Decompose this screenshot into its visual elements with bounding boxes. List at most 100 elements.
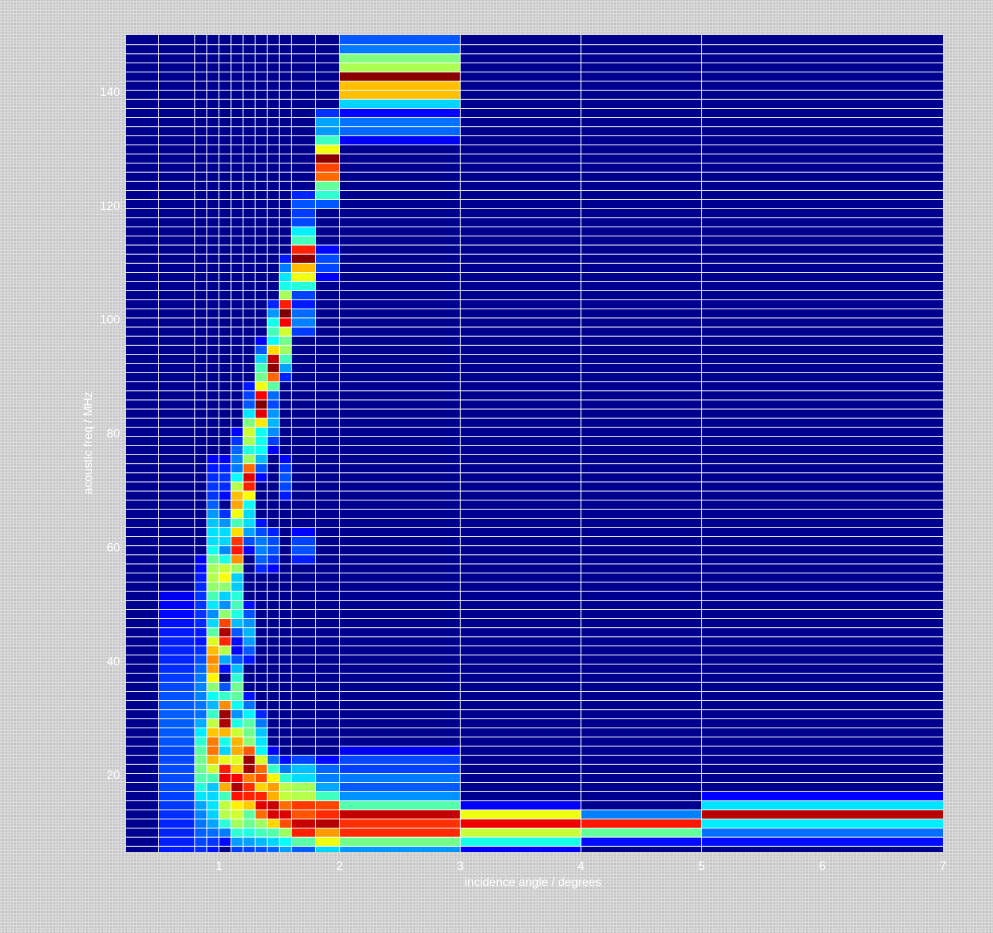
heatmap-cell	[230, 627, 244, 637]
heatmap-cell	[315, 144, 340, 154]
heatmap-cell	[339, 126, 461, 136]
heatmap-cell	[206, 645, 219, 656]
heatmap-cell	[158, 800, 195, 810]
heatmap-cell	[291, 235, 316, 246]
heatmap-cell	[339, 44, 461, 54]
heatmap-cell	[315, 272, 340, 282]
heatmap-cell	[218, 791, 231, 801]
heatmap-cell	[315, 117, 340, 127]
heatmap-cell	[339, 90, 461, 100]
heatmap-cell	[315, 245, 340, 255]
heatmap-cell	[255, 518, 268, 528]
heatmap-cell	[315, 755, 340, 765]
heatmap-cell	[243, 800, 256, 810]
heatmap-cell	[255, 846, 268, 852]
heatmap-cell	[243, 509, 256, 519]
heatmap-cell	[158, 809, 195, 819]
heatmap-cell	[315, 809, 340, 819]
heatmap-cell	[194, 554, 207, 564]
heatmap-cell	[255, 427, 268, 437]
heatmap-cell	[158, 609, 195, 619]
heatmap-cell	[206, 846, 219, 852]
heatmap-cell	[230, 600, 244, 610]
heatmap-cell	[267, 381, 280, 391]
heatmap-cell	[339, 800, 461, 810]
heatmap-cell	[158, 682, 195, 692]
grid-lines	[126, 35, 943, 852]
heatmap-cell	[255, 545, 268, 555]
heatmap-cell	[194, 655, 207, 665]
heatmap-cell	[460, 846, 581, 852]
heatmap-cell	[279, 791, 292, 801]
heatmap-cell	[255, 345, 268, 355]
heatmap-cell	[315, 190, 340, 200]
heatmap-cell	[218, 727, 231, 737]
heatmap-cell	[243, 718, 256, 728]
heatmap-cell	[194, 709, 207, 719]
heatmap-cell	[243, 791, 256, 801]
heatmap-cell	[218, 609, 231, 619]
heatmap-cell	[315, 800, 340, 810]
heatmap-cell	[339, 135, 461, 145]
heatmap-cell	[194, 673, 207, 683]
heatmap-cell	[291, 317, 316, 328]
heatmap-cell	[291, 308, 316, 318]
heatmap-cell	[255, 755, 268, 765]
heatmap-cell	[291, 263, 316, 273]
heatmap-cell	[206, 764, 219, 774]
heatmap-cell	[230, 782, 244, 792]
heatmap-cell	[218, 481, 231, 492]
heatmap-cell	[230, 536, 244, 546]
y-tick-label: 40	[107, 654, 121, 668]
heatmap-cell	[206, 727, 219, 737]
heatmap-cell	[279, 800, 292, 810]
heatmap-cell	[267, 390, 280, 400]
heatmap-cell	[194, 736, 207, 747]
heatmap-cell	[243, 700, 256, 710]
heatmap-cell	[194, 727, 207, 737]
heatmap-cell	[206, 791, 219, 801]
heatmap-cell	[230, 582, 244, 592]
heatmap-cell	[194, 563, 207, 574]
heatmap-cell	[194, 700, 207, 710]
heatmap-cell	[279, 472, 292, 482]
heatmap-cell	[194, 664, 207, 674]
heatmap-cell	[267, 445, 280, 455]
heatmap-cell	[339, 53, 461, 63]
heatmap-cell	[243, 782, 256, 792]
heatmap-cell	[194, 591, 207, 601]
heatmap-cell	[339, 791, 461, 801]
heatmap-cell	[230, 491, 244, 501]
heatmap-cell	[315, 126, 340, 136]
heatmap-cell	[206, 454, 219, 464]
heatmap-cell	[230, 463, 244, 473]
heatmap-cell	[267, 800, 280, 810]
heatmap-cell	[255, 718, 268, 728]
heatmap-cell	[339, 35, 461, 45]
x-tick-label: 7	[940, 859, 947, 873]
heatmap-cell	[279, 336, 292, 346]
heatmap-cell	[230, 554, 244, 564]
heatmap-cell	[339, 809, 461, 819]
heatmap-cell	[230, 591, 244, 601]
heatmap-cell	[230, 454, 244, 464]
heatmap-cell	[230, 828, 244, 838]
heatmap-cell	[291, 800, 316, 810]
heatmap-cell	[218, 655, 231, 665]
heatmap-cell	[218, 718, 231, 728]
heatmap-cell	[230, 682, 244, 692]
heatmap-cell	[339, 81, 461, 91]
heatmap-cell	[194, 773, 207, 783]
heatmap-cell	[218, 736, 231, 747]
heatmap-cell	[291, 791, 316, 801]
heatmap-cell	[206, 837, 219, 847]
heatmap-cell	[255, 837, 268, 847]
heatmap-cell	[218, 837, 231, 847]
heatmap-cell	[218, 463, 231, 473]
heatmap-cell	[255, 818, 268, 829]
heatmap-cell	[206, 664, 219, 674]
heatmap-cell	[291, 327, 316, 337]
heatmap-cell	[194, 828, 207, 838]
heatmap-cell	[243, 472, 256, 482]
heatmap-cell	[255, 436, 268, 446]
